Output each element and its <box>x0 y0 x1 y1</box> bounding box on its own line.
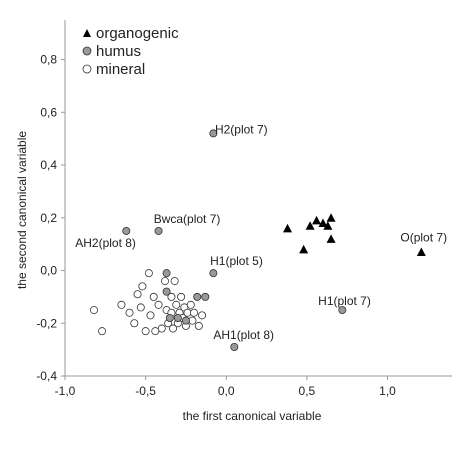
ticks: -1,0 -0,5 0,0 0,5 1,0 -0,4 -0,2 0,0 0,2 0,4 0,6 0,8 <box>36 53 396 398</box>
humus-point <box>338 306 347 315</box>
humus-point <box>230 342 239 351</box>
mineral-point <box>125 308 134 317</box>
humus-point <box>173 313 182 322</box>
legend-white-circle-marker <box>82 64 92 74</box>
mineral-point <box>167 292 176 301</box>
mineral-point <box>146 311 155 320</box>
mineral-point <box>98 327 107 336</box>
point-annotation: AH1(plot 8) <box>213 328 274 342</box>
mineral-point <box>133 290 142 299</box>
mineral-point <box>189 308 198 317</box>
y-tick-label: 0,0 <box>40 264 57 278</box>
x-axis-title: the first canonical variable <box>183 409 322 423</box>
organogenic-point <box>283 223 293 233</box>
mineral-point <box>172 300 181 309</box>
x-tick-label: -0,5 <box>135 384 156 398</box>
mineral-point <box>90 306 99 315</box>
humus-point <box>209 129 218 138</box>
mineral-point <box>160 277 169 286</box>
y-tick-label: 0,6 <box>40 105 57 119</box>
annotations: H2(plot 7) Bwca(plot 7) AH2(plot 8) H1(plot… <box>75 122 447 342</box>
mineral-point <box>198 311 207 320</box>
organogenic-point <box>318 218 328 228</box>
mineral-point <box>169 324 178 333</box>
humus-point <box>162 269 171 278</box>
organogenic-point <box>416 247 426 257</box>
x-tick-label: -1,0 <box>55 384 76 398</box>
mineral-point <box>154 300 163 309</box>
point-annotation: Bwca(plot 7) <box>154 212 221 226</box>
mineral-point <box>130 319 139 328</box>
mineral-point <box>138 282 147 291</box>
legend: organogenic humus mineral <box>82 25 179 78</box>
y-tick-label: -0,2 <box>36 316 57 330</box>
x-tick-label: 1,0 <box>379 384 396 398</box>
point-annotation: AH2(plot 8) <box>75 236 136 250</box>
mineral-point <box>117 300 126 309</box>
point-annotation: H1(plot 7) <box>318 294 371 308</box>
organogenic-point <box>305 221 315 230</box>
mineral-point <box>177 292 186 301</box>
y-tick-label: 0,4 <box>40 158 57 172</box>
organogenic-point <box>326 213 336 222</box>
legend-gray-circle-marker <box>82 46 92 56</box>
humus-point <box>165 313 174 322</box>
y-tick-label: 0,2 <box>40 211 57 225</box>
x-tick-label: 0,5 <box>299 384 316 398</box>
legend-label-mineral: mineral <box>96 61 145 78</box>
humus-point <box>181 316 190 325</box>
humus-point <box>162 287 171 296</box>
humus-point <box>193 292 202 301</box>
y-axis-title: the second canonical variable <box>15 131 29 289</box>
organogenic-point <box>323 221 333 230</box>
y-tick-label: 0,8 <box>40 53 57 67</box>
mineral-point <box>170 277 179 286</box>
mineral-point <box>186 300 195 309</box>
mineral-point <box>136 303 145 312</box>
x-tick-label: 0,0 <box>218 384 235 398</box>
legend-triangle-marker <box>83 29 91 37</box>
humus-point <box>154 226 163 235</box>
mineral-point <box>194 321 203 330</box>
organogenic-point <box>312 215 322 225</box>
mineral-point <box>157 324 166 333</box>
point-annotation: H2(plot 7) <box>215 122 268 136</box>
organogenic-point <box>299 244 309 254</box>
mineral-point <box>144 269 153 278</box>
data-points <box>90 129 426 351</box>
y-tick-label: -0,4 <box>36 369 57 383</box>
humus-point <box>201 292 210 301</box>
mineral-point <box>141 327 150 336</box>
point-annotation: H1(plot 5) <box>210 254 263 268</box>
legend-label-organogenic: organogenic <box>96 25 179 42</box>
humus-point <box>122 226 131 235</box>
humus-point <box>209 269 218 278</box>
mineral-point <box>149 292 158 301</box>
legend-label-humus: humus <box>96 43 141 60</box>
point-annotation: O(plot 7) <box>400 231 447 245</box>
organogenic-point <box>326 234 336 243</box>
